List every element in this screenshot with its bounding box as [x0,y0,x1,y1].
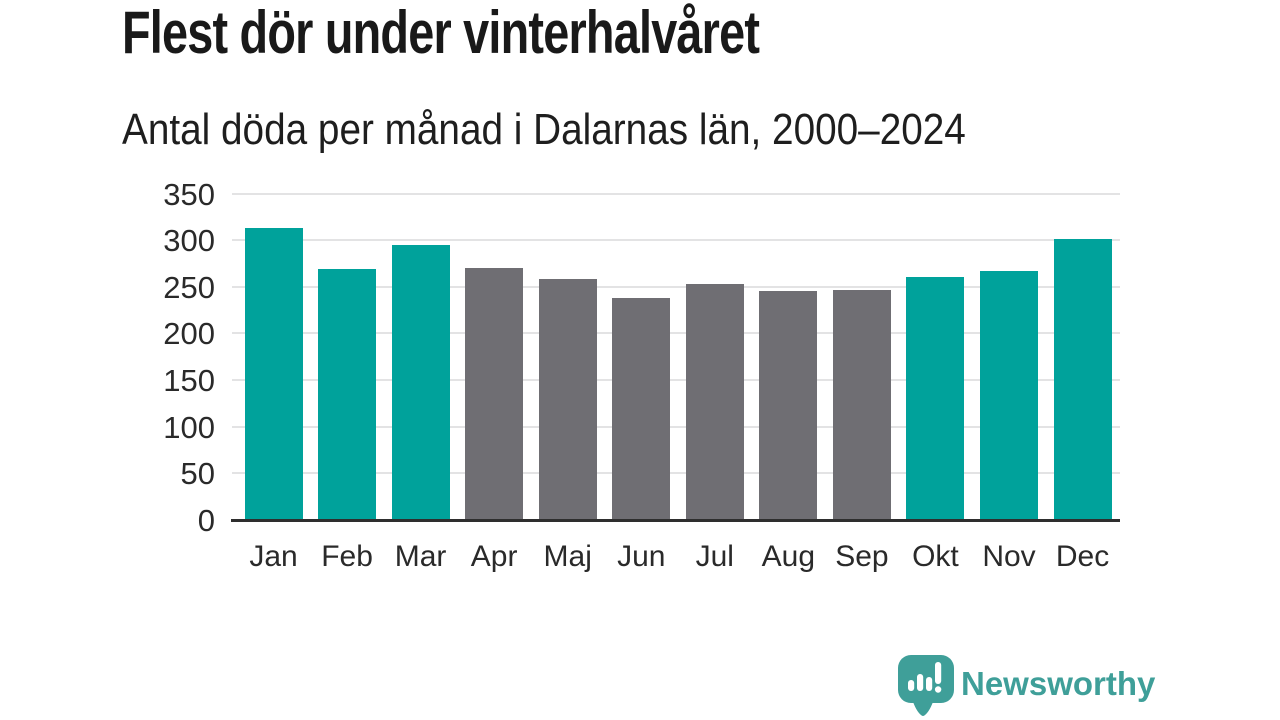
gridline [232,379,1120,382]
x-tick-label-feb: Feb [321,540,373,573]
y-tick-label: 150 [163,363,215,399]
chart-title: Flest dör under vinterhalvåret [122,0,760,66]
x-tick-label-jul: Jul [695,540,734,573]
bar-aug [759,291,818,520]
y-tick-label: 50 [180,456,215,492]
y-tick-label: 250 [163,269,215,305]
bar-feb [318,269,377,520]
x-tick-label-maj: Maj [543,540,592,573]
gridline [232,192,1120,195]
bar-jul [685,283,744,520]
x-tick-label-nov: Nov [982,540,1036,573]
gridline [232,472,1120,475]
y-tick-label: 100 [163,409,215,445]
bar-sep [832,289,891,520]
newsworthy-logo-icon [898,655,954,716]
x-tick-label-sep: Sep [835,540,889,573]
gridline [232,332,1120,335]
x-tick-label-jun: Jun [617,540,666,573]
y-tick-label: 0 [197,503,215,538]
x-tick-label-apr: Apr [470,540,518,573]
bar-okt [906,276,965,520]
x-tick-label-okt: Okt [912,540,959,573]
y-tick-label: 200 [163,316,215,352]
x-tick-label-jan: Jan [249,540,298,573]
y-tick-label: 350 [163,176,215,212]
bar-jan [244,228,303,520]
x-tick-label-dec: Dec [1055,540,1110,573]
gridline [232,425,1120,428]
bar-mar [391,244,450,520]
gridline [232,285,1120,288]
bar-apr [465,268,524,520]
gridline [232,239,1120,242]
bar-dec [1053,239,1112,520]
bar-maj [538,279,597,520]
bar-nov [980,270,1038,520]
chart-subtitle: Antal döda per månad i Dalarnas län, 200… [122,105,966,154]
x-tick-label-mar: Mar [394,540,447,573]
newsworthy-wordmark: Newsworthy [961,665,1156,702]
bar-jun [612,297,671,520]
y-tick-label: 300 [163,223,215,259]
x-axis-line [231,519,1120,522]
x-tick-label-aug: Aug [761,540,816,573]
